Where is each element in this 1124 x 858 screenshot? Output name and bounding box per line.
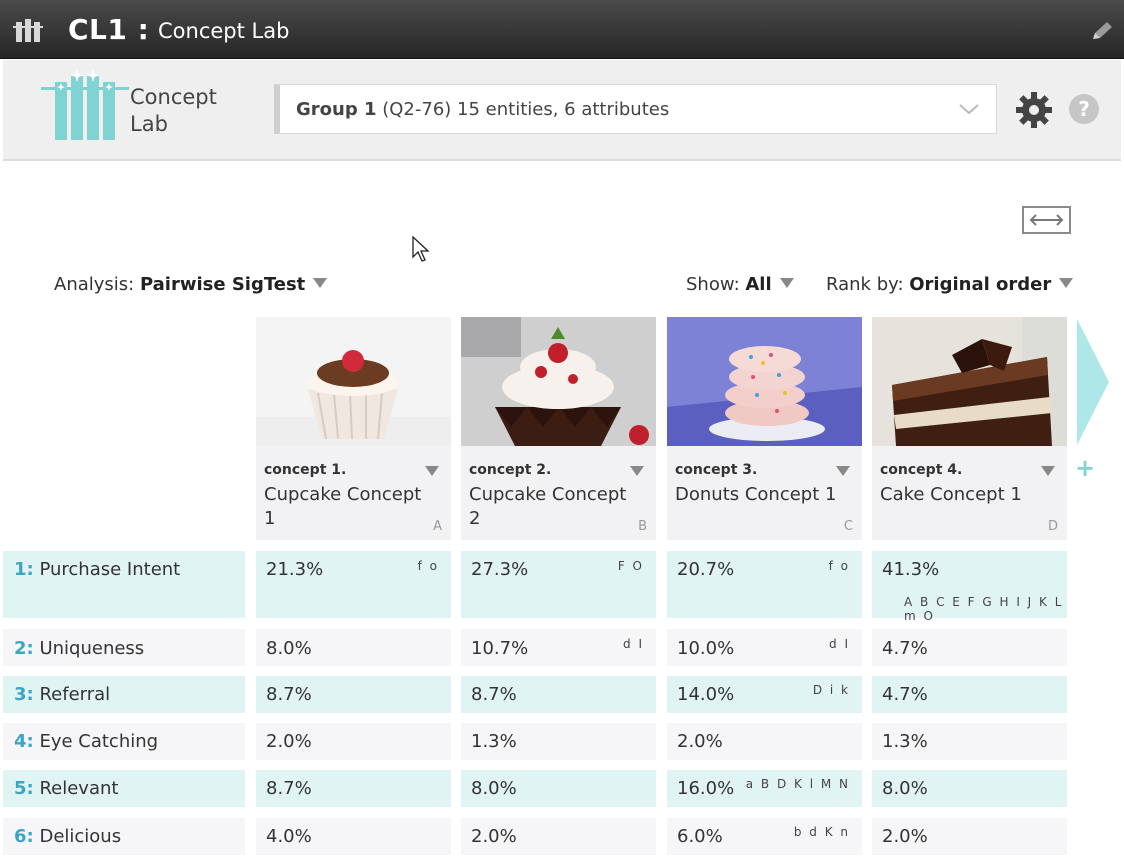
table-cell: 8.7% bbox=[461, 676, 656, 713]
expand-horizontal-icon bbox=[1029, 214, 1064, 226]
concept-number: concept 4. bbox=[880, 462, 963, 478]
chevron-down-icon bbox=[959, 104, 979, 115]
table-cell: 14.0% D i k bbox=[667, 676, 862, 713]
table-cell: 16.0% a B D K l M N bbox=[667, 770, 862, 807]
attribute-row-label[interactable]: 4: Eye Catching bbox=[3, 723, 245, 760]
concept-name: Cake Concept 1 bbox=[880, 484, 1022, 505]
concept-name: Donuts Concept 1 bbox=[675, 484, 837, 505]
attribute-row-label[interactable]: 5: Relevant bbox=[3, 770, 245, 807]
table-cell: 8.0% bbox=[872, 770, 1067, 807]
table-cell: 8.7% bbox=[256, 676, 451, 713]
main-panel: Analysis: Pairwise SigTest Show: All Ran… bbox=[3, 162, 1121, 858]
table-cell: 2.0% bbox=[872, 818, 1067, 855]
concept-menu-arrow-icon[interactable] bbox=[425, 466, 439, 476]
expand-width-button[interactable] bbox=[1022, 206, 1071, 234]
table-cell: 2.0% bbox=[256, 723, 451, 760]
cupcake-image bbox=[461, 317, 656, 446]
table-cell: 8.0% bbox=[256, 629, 451, 666]
table-cell: 10.0% d I bbox=[667, 629, 862, 666]
add-concept-button[interactable]: + bbox=[1075, 454, 1096, 482]
concept-column-1[interactable]: concept 1. Cupcake Concept 1 A bbox=[256, 317, 451, 540]
gear-icon[interactable] bbox=[1015, 91, 1053, 129]
pencil-icon[interactable] bbox=[1090, 20, 1116, 42]
app-code: CL1 : bbox=[68, 13, 150, 46]
concept-column-2[interactable]: concept 2. Cupcake Concept 2 B bbox=[461, 317, 656, 540]
dropdown-arrow-icon bbox=[779, 278, 794, 288]
table-cell: 8.7% bbox=[256, 770, 451, 807]
mouse-cursor-icon bbox=[412, 236, 430, 262]
table-cell: 4.0% bbox=[256, 818, 451, 855]
help-icon[interactable]: ? bbox=[1069, 94, 1099, 124]
next-concepts-arrow-icon[interactable] bbox=[1077, 319, 1109, 445]
table-cell: 27.3% F O bbox=[461, 551, 656, 618]
rank-selector[interactable]: Rank by: Original order bbox=[826, 274, 1074, 295]
table-cell: 21.3% f o bbox=[256, 551, 451, 618]
donuts-image bbox=[667, 317, 862, 446]
concept-menu-arrow-icon[interactable] bbox=[630, 466, 644, 476]
table-cell: 10.7% d I bbox=[461, 629, 656, 666]
concept-name: Cupcake Concept 2 bbox=[469, 484, 627, 529]
logo-line-2: Lab bbox=[130, 112, 168, 136]
table-cell: 6.0% b d K n bbox=[667, 818, 862, 855]
table-cell: 8.0% bbox=[461, 770, 656, 807]
title-bar: CL1 : Concept Lab bbox=[0, 0, 1124, 59]
concept-letter: A bbox=[433, 519, 442, 534]
concept-menu-arrow-icon[interactable] bbox=[836, 466, 850, 476]
attribute-row-label[interactable]: 3: Referral bbox=[3, 676, 245, 713]
table-cell: 2.0% bbox=[461, 818, 656, 855]
header: Concept Lab Group 1 (Q2-76) 15 entities,… bbox=[3, 60, 1121, 161]
attribute-row-label[interactable]: 1: Purchase Intent bbox=[3, 551, 245, 618]
table-cell: 1.3% bbox=[872, 723, 1067, 760]
logo-text: Concept Lab bbox=[130, 84, 217, 138]
table-cell: 4.7% bbox=[872, 676, 1067, 713]
show-selector[interactable]: Show: All bbox=[686, 274, 794, 295]
table-cell: 4.7% bbox=[872, 629, 1067, 666]
concept-menu-arrow-icon[interactable] bbox=[1041, 466, 1055, 476]
group-dropdown[interactable]: Group 1 (Q2-76) 15 entities, 6 attribute… bbox=[274, 84, 997, 134]
attribute-row-label[interactable]: 2: Uniqueness bbox=[3, 629, 245, 666]
concept-lab-logo bbox=[41, 69, 129, 140]
table-cell: 2.0% bbox=[667, 723, 862, 760]
concept-letter: C bbox=[843, 519, 853, 534]
concept-number: concept 1. bbox=[264, 462, 347, 478]
cake-image bbox=[872, 317, 1067, 446]
dropdown-arrow-icon bbox=[1059, 278, 1074, 288]
group-dropdown-value: Group 1 (Q2-76) 15 entities, 6 attribute… bbox=[296, 99, 670, 120]
logo-line-1: Concept bbox=[130, 85, 217, 109]
cupcake-image bbox=[256, 317, 451, 446]
analysis-selector[interactable]: Analysis: Pairwise SigTest bbox=[54, 274, 328, 295]
concept-letter: D bbox=[1047, 519, 1058, 534]
concept-number: concept 3. bbox=[675, 462, 758, 478]
table-cell: 20.7% f o bbox=[667, 551, 862, 618]
concept-name: Cupcake Concept 1 bbox=[264, 484, 422, 529]
app-icon bbox=[13, 19, 43, 42]
concept-column-4[interactable]: concept 4. Cake Concept 1 D bbox=[872, 317, 1067, 540]
concept-column-3[interactable]: concept 3. Donuts Concept 1 C bbox=[667, 317, 862, 540]
table-cell: 1.3% bbox=[461, 723, 656, 760]
app-title: Concept Lab bbox=[158, 19, 290, 43]
concept-letter: B bbox=[638, 519, 647, 534]
attribute-row-label[interactable]: 6: Delicious bbox=[3, 818, 245, 855]
table-cell: 41.3% A B C E F G H I J K L m O bbox=[872, 551, 1067, 623]
dropdown-arrow-icon bbox=[313, 278, 328, 288]
concept-number: concept 2. bbox=[469, 462, 552, 478]
